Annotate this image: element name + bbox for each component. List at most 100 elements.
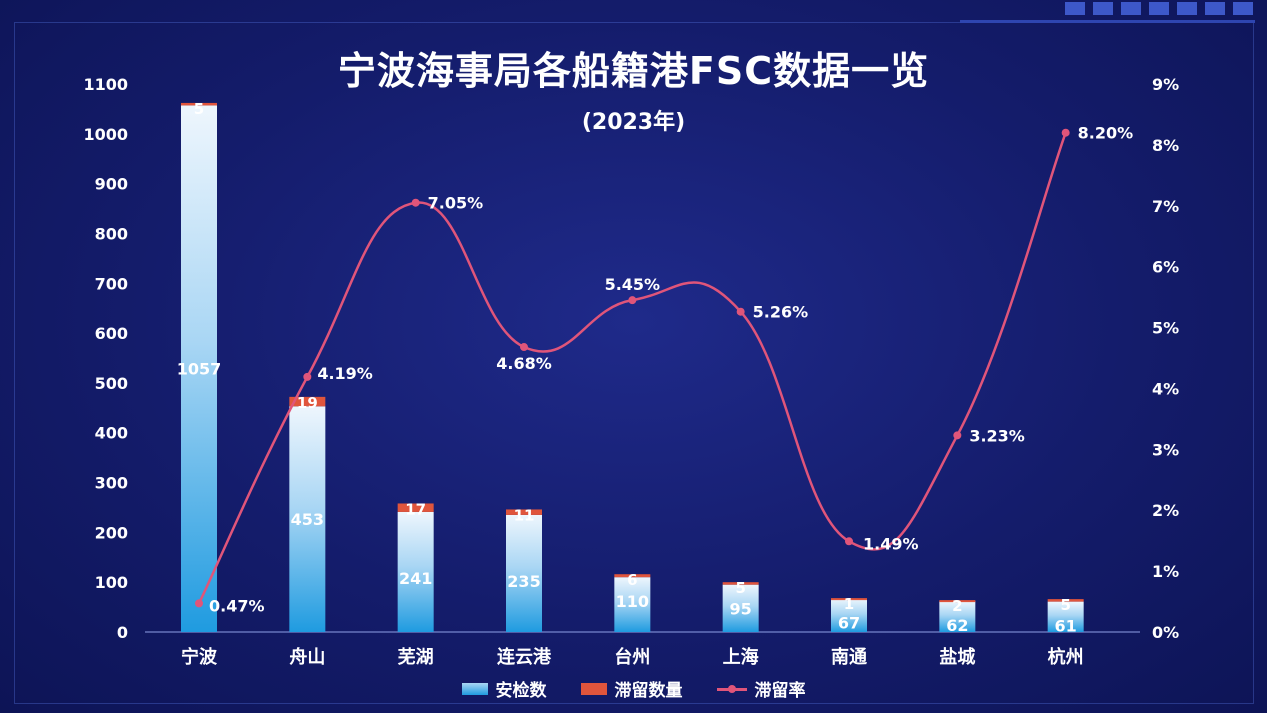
left-axis-tick-label: 700 [95,274,128,293]
detention-rate-label: 7.05% [428,194,484,213]
bar-inspections[interactable] [397,511,434,632]
bar-value-label-detentions: 17 [405,500,426,518]
detention-rate-point[interactable] [520,343,528,352]
bar-value-label-inspections: 61 [1055,617,1077,636]
bar-inspections[interactable] [289,406,326,632]
bar-detentions[interactable] [397,503,434,512]
legend-swatch-inspections [461,682,488,695]
category-label: 上海 [723,646,759,668]
detention-rate-label: 4.19% [317,364,373,383]
bar-value-label-inspections: 110 [616,592,649,611]
left-axis-tick-label: 300 [95,474,128,493]
bar-value-label-detentions: 19 [297,394,318,412]
detention-rate-label: 1.49% [863,534,919,553]
category-label: 杭州 [1048,646,1084,668]
detention-rate-label: 8.20% [1078,124,1134,143]
right-axis-tick-label: 2% [1152,501,1179,520]
detention-rate-point[interactable] [953,431,962,440]
right-axis-tick-label: 8% [1152,136,1179,155]
detention-rate-label: 5.26% [753,303,809,322]
left-axis-tick-label: 400 [95,424,128,443]
right-axis-tick-label: 7% [1152,197,1179,216]
bar-value-label-inspections: 453 [291,510,324,529]
bar-inspections[interactable] [722,584,759,632]
right-axis-tick-label: 4% [1152,379,1179,398]
detention-rate-point[interactable] [736,307,745,316]
legend-swatch-detention-rate [716,683,747,695]
chart-subtitle: (2023年) [581,110,686,135]
left-axis-tick-label: 500 [95,374,128,393]
bar-value-label-detentions: 1 [844,595,854,613]
bar-detentions[interactable] [614,574,651,578]
bar-value-label-detentions: 11 [514,506,535,524]
right-axis-tick-label: 5% [1152,319,1179,338]
detention-rate-point[interactable] [1061,128,1070,137]
category-label: 台州 [614,646,650,668]
bar-value-label-inspections: 95 [730,600,752,619]
right-axis-tick-label: 6% [1152,258,1179,277]
bar-detentions[interactable] [722,582,759,585]
detention-rate-label: 4.68% [496,354,552,373]
chart-legend: 安检数 滞留数量 滞留率 [0,676,1267,701]
category-label: 连云港 [497,646,552,668]
bar-value-label-inspections: 235 [507,572,540,591]
bar-detentions[interactable] [181,102,217,106]
bar-inspections[interactable] [181,105,217,633]
category-label: 盐城 [939,646,975,668]
right-axis-tick-label: 9% [1152,75,1179,94]
bar-value-label-inspections: 241 [399,569,432,588]
category-label: 南通 [831,646,867,668]
bar-inspections[interactable] [506,514,542,632]
right-axis-tick-label: 1% [1152,562,1179,581]
decor-line [960,20,1255,23]
legend-swatch-detentions [580,682,607,695]
detention-rate-point[interactable] [845,537,853,546]
detention-rate-point[interactable] [195,599,203,608]
decor-blocks [1065,2,1253,15]
right-axis-tick-label: 3% [1152,440,1179,459]
bar-value-label-detentions: 6 [627,571,637,589]
right-axis-tick-label: 0% [1152,623,1179,642]
left-axis-tick-label: 900 [95,175,128,194]
bar-value-label-inspections: 62 [946,616,968,635]
bar-inspections[interactable] [614,577,651,632]
left-axis-tick-label: 1100 [83,75,128,94]
bar-value-label-detentions: 5 [1060,596,1070,614]
legend-label-inspections: 安检数 [495,681,547,701]
bar-detentions[interactable] [289,396,326,407]
bar-value-label-detentions: 5 [194,100,204,118]
bar-detentions[interactable] [831,598,867,601]
left-axis-tick-label: 600 [95,324,128,343]
detention-rate-label: 0.47% [209,596,265,615]
detention-rate-label: 5.45% [605,275,661,294]
bar-value-label-detentions: 5 [735,579,745,597]
legend-label-detention-rate: 滞留率 [754,681,806,701]
detention-rate-point[interactable] [628,296,637,305]
left-axis-tick-label: 200 [95,523,128,542]
left-axis-tick-label: 800 [95,224,128,243]
detention-rate-label: 3.23% [969,426,1025,445]
legend-label-detentions: 滞留数量 [614,681,683,701]
bar-detentions[interactable] [1047,599,1084,602]
left-axis-tick-label: 100 [95,573,128,592]
bar-inspections[interactable] [831,598,867,632]
chart-title: 宁波海事局各船籍港FSC数据一览 [337,49,930,93]
legend-item-inspections[interactable]: 安检数 [461,676,547,701]
bar-inspections[interactable] [939,601,976,632]
legend-item-detentions[interactable]: 滞留数量 [580,676,683,701]
bar-value-label-inspections: 1057 [177,360,222,379]
bar-detentions[interactable] [939,600,976,603]
bar-value-label-inspections: 67 [838,614,860,633]
left-axis-tick-label: 0 [117,623,128,642]
detention-rate-point[interactable] [303,372,312,381]
category-label: 芜湖 [398,646,434,668]
bar-detentions[interactable] [506,509,542,515]
legend-item-detention-rate[interactable]: 滞留率 [716,676,806,701]
bar-value-label-detentions: 2 [952,597,962,615]
category-label: 舟山 [289,646,325,668]
detention-rate-point[interactable] [411,198,420,207]
category-label: 宁波 [181,646,218,668]
left-axis-tick-label: 1000 [83,125,128,144]
bar-inspections[interactable] [1047,601,1084,632]
